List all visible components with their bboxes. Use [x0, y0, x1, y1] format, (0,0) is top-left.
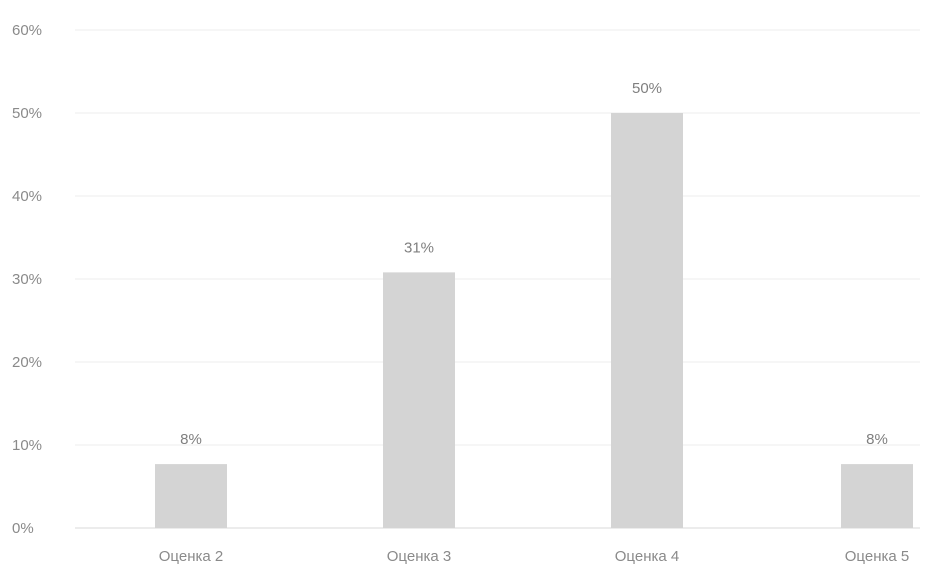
y-axis-ticks: 0% 10% 20% 30% 40% 50% 60%: [12, 22, 42, 537]
category-label: Оценка 3: [387, 548, 451, 565]
y-tick-label: 40%: [12, 188, 42, 205]
y-tick-label: 30%: [12, 271, 42, 288]
bar: [155, 464, 227, 528]
data-label: 50%: [632, 80, 662, 97]
y-tick-label: 0%: [12, 520, 34, 537]
data-label: 31%: [404, 239, 434, 256]
data-labels: 8% 31% 50% 8%: [180, 80, 888, 448]
bar: [611, 113, 683, 528]
y-tick-label: 20%: [12, 354, 42, 371]
category-label: Оценка 5: [845, 548, 909, 565]
data-label: 8%: [866, 431, 888, 448]
category-label: Оценка 2: [159, 548, 223, 565]
y-tick-label: 50%: [12, 105, 42, 122]
category-label: Оценка 4: [615, 548, 679, 565]
gridlines: [75, 29, 920, 529]
data-label: 8%: [180, 431, 202, 448]
category-labels: Оценка 2 Оценка 3 Оценка 4 Оценка 5: [159, 548, 909, 565]
y-tick-label: 10%: [12, 437, 42, 454]
bar: [841, 464, 913, 528]
bar: [383, 272, 455, 528]
bars: [155, 113, 913, 528]
y-tick-label: 60%: [12, 22, 42, 39]
